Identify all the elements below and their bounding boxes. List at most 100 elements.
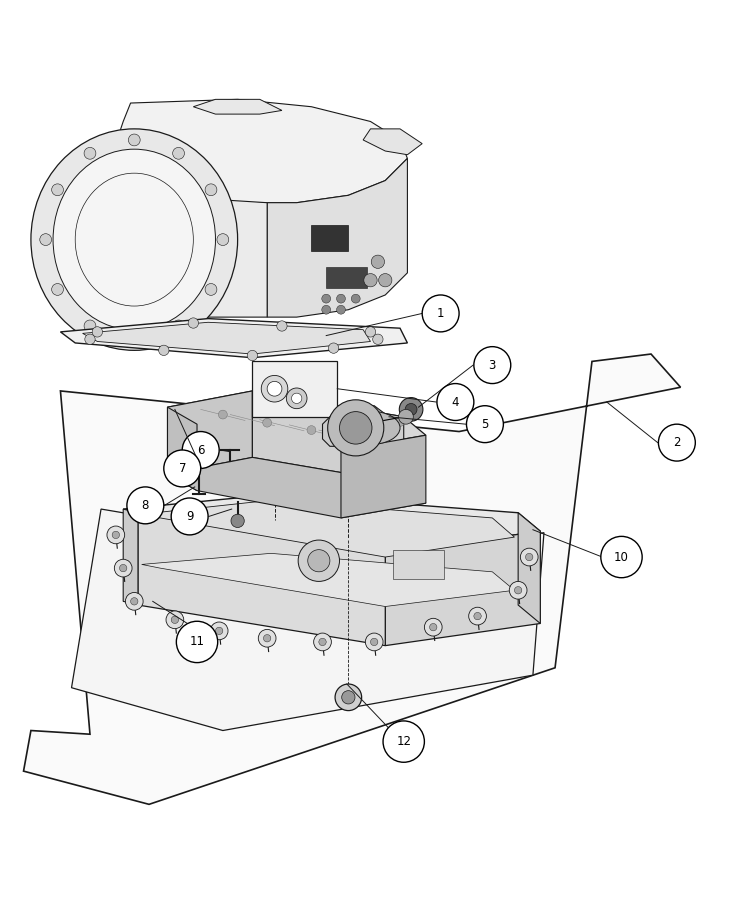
Circle shape (399, 398, 423, 421)
Circle shape (405, 403, 417, 415)
Circle shape (84, 334, 95, 345)
Circle shape (328, 343, 339, 354)
Circle shape (52, 284, 64, 295)
Text: 12: 12 (396, 735, 411, 748)
Circle shape (298, 540, 339, 581)
Ellipse shape (341, 411, 400, 445)
Circle shape (286, 388, 307, 409)
Polygon shape (322, 406, 389, 446)
Circle shape (130, 598, 138, 605)
Polygon shape (385, 531, 540, 645)
Polygon shape (193, 99, 282, 114)
Ellipse shape (31, 129, 238, 350)
Circle shape (291, 393, 302, 403)
Circle shape (308, 550, 330, 572)
Text: 3: 3 (488, 358, 496, 372)
Circle shape (371, 255, 385, 268)
Circle shape (339, 411, 372, 444)
Circle shape (268, 382, 282, 396)
Polygon shape (167, 391, 426, 450)
Polygon shape (167, 407, 197, 491)
Circle shape (92, 327, 102, 338)
Circle shape (396, 418, 405, 427)
Circle shape (84, 148, 96, 159)
Circle shape (473, 612, 481, 620)
Circle shape (399, 410, 413, 424)
Circle shape (166, 611, 184, 628)
Circle shape (525, 554, 533, 561)
Circle shape (114, 559, 132, 577)
Circle shape (383, 721, 425, 762)
Circle shape (473, 346, 511, 383)
Text: 4: 4 (452, 395, 459, 409)
Polygon shape (268, 158, 408, 317)
Circle shape (276, 320, 287, 331)
Polygon shape (104, 99, 408, 202)
Circle shape (430, 624, 437, 631)
Circle shape (40, 234, 52, 246)
Circle shape (322, 294, 330, 303)
Polygon shape (167, 391, 253, 473)
Circle shape (351, 294, 360, 303)
Circle shape (188, 318, 199, 328)
Polygon shape (341, 436, 426, 518)
Polygon shape (82, 184, 268, 317)
Circle shape (342, 690, 355, 704)
Bar (253, 362, 337, 417)
Circle shape (373, 334, 383, 345)
Polygon shape (61, 319, 408, 357)
Circle shape (119, 564, 127, 572)
Polygon shape (142, 500, 514, 557)
Circle shape (247, 350, 258, 361)
Circle shape (210, 622, 228, 640)
Bar (393, 550, 445, 580)
Circle shape (171, 498, 208, 535)
Circle shape (365, 327, 376, 338)
Circle shape (335, 684, 362, 711)
Circle shape (231, 514, 245, 527)
Circle shape (176, 621, 218, 662)
Polygon shape (82, 322, 370, 354)
Circle shape (159, 346, 169, 356)
Text: 11: 11 (190, 635, 205, 648)
Circle shape (601, 536, 642, 578)
Circle shape (336, 294, 345, 303)
Polygon shape (123, 494, 540, 554)
Circle shape (127, 487, 164, 524)
Circle shape (107, 526, 124, 544)
Polygon shape (363, 129, 422, 155)
Circle shape (422, 295, 459, 332)
Text: 6: 6 (197, 444, 205, 456)
Polygon shape (138, 513, 385, 645)
Polygon shape (253, 391, 404, 483)
Circle shape (171, 616, 179, 624)
Circle shape (128, 134, 140, 146)
Circle shape (328, 400, 384, 456)
Polygon shape (123, 509, 138, 605)
Circle shape (351, 434, 360, 443)
Text: 2: 2 (673, 436, 681, 449)
Text: 7: 7 (179, 462, 186, 475)
Circle shape (164, 450, 201, 487)
Bar (326, 267, 367, 288)
Circle shape (437, 383, 473, 420)
Circle shape (370, 638, 378, 645)
Circle shape (84, 320, 96, 332)
Circle shape (659, 424, 695, 461)
Polygon shape (142, 554, 514, 607)
Text: 1: 1 (437, 307, 445, 320)
Circle shape (205, 284, 217, 295)
Circle shape (336, 305, 345, 314)
Circle shape (182, 431, 219, 469)
Circle shape (425, 618, 442, 636)
Text: 10: 10 (614, 551, 629, 563)
Circle shape (219, 410, 227, 419)
Bar (311, 225, 348, 251)
Circle shape (205, 184, 217, 195)
Circle shape (319, 638, 326, 645)
Ellipse shape (53, 149, 216, 330)
Text: 9: 9 (186, 510, 193, 523)
Circle shape (52, 184, 64, 195)
Polygon shape (24, 354, 680, 805)
Polygon shape (72, 509, 544, 731)
